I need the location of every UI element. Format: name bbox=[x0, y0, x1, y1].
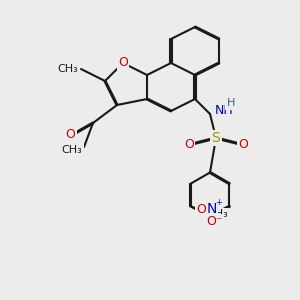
Text: NH: NH bbox=[214, 104, 233, 118]
Text: S: S bbox=[212, 131, 220, 145]
Text: O: O bbox=[118, 56, 128, 70]
Text: O: O bbox=[184, 137, 194, 151]
Text: N: N bbox=[206, 202, 217, 216]
Text: CH₃: CH₃ bbox=[57, 64, 78, 74]
Text: +: + bbox=[215, 198, 222, 207]
Text: CH₃: CH₃ bbox=[207, 209, 228, 219]
Text: H: H bbox=[226, 98, 235, 109]
Text: O: O bbox=[196, 203, 206, 216]
Text: O⁻: O⁻ bbox=[206, 215, 223, 228]
Text: CH₃: CH₃ bbox=[62, 145, 82, 155]
Text: O: O bbox=[66, 128, 75, 142]
Text: O: O bbox=[238, 137, 248, 151]
